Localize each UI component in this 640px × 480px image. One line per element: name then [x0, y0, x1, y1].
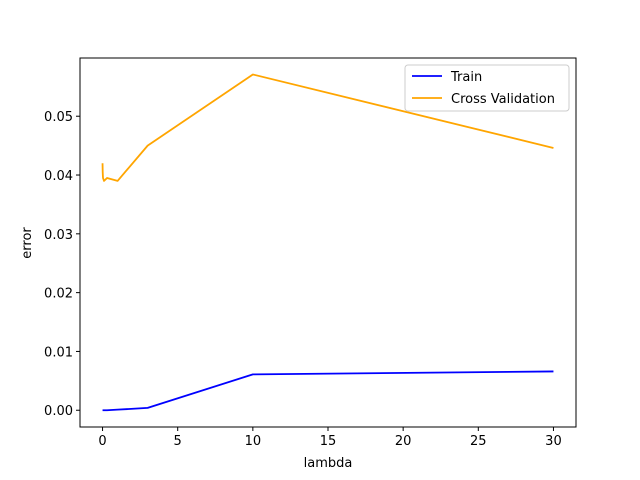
legend: Train Cross Validation — [404, 64, 570, 112]
y-tick-label: 0.04 — [44, 169, 73, 184]
series-layer — [101, 73, 554, 412]
y-tick-label: 0.03 — [44, 228, 73, 243]
x-tick-label: 10 — [245, 434, 262, 449]
x-tick-label: 30 — [545, 434, 562, 449]
x-tick-label: 0 — [98, 434, 106, 449]
legend-label-cross-validation: Cross Validation — [451, 92, 555, 107]
series-line-cross-validation — [101, 73, 554, 182]
x-tick-label: 5 — [174, 434, 182, 449]
y-tick-label: 0.05 — [44, 110, 73, 125]
x-axis-label: lambda — [304, 456, 353, 471]
y-tick-label: 0.02 — [44, 287, 73, 302]
y-tick-label: 0.00 — [44, 404, 73, 419]
legend-box — [404, 64, 570, 112]
y-tick-label: 0.01 — [44, 345, 73, 360]
y-axis: 0.00 0.01 0.02 0.03 0.04 0.05 — [44, 110, 80, 419]
x-tick-label: 15 — [320, 434, 337, 449]
series-line-train — [101, 370, 554, 412]
y-axis-label: error — [20, 227, 35, 259]
x-axis: 0 5 10 15 20 25 30 — [98, 427, 562, 449]
legend-label-train: Train — [450, 70, 482, 85]
x-tick-label: 20 — [395, 434, 412, 449]
x-tick-label: 25 — [470, 434, 487, 449]
